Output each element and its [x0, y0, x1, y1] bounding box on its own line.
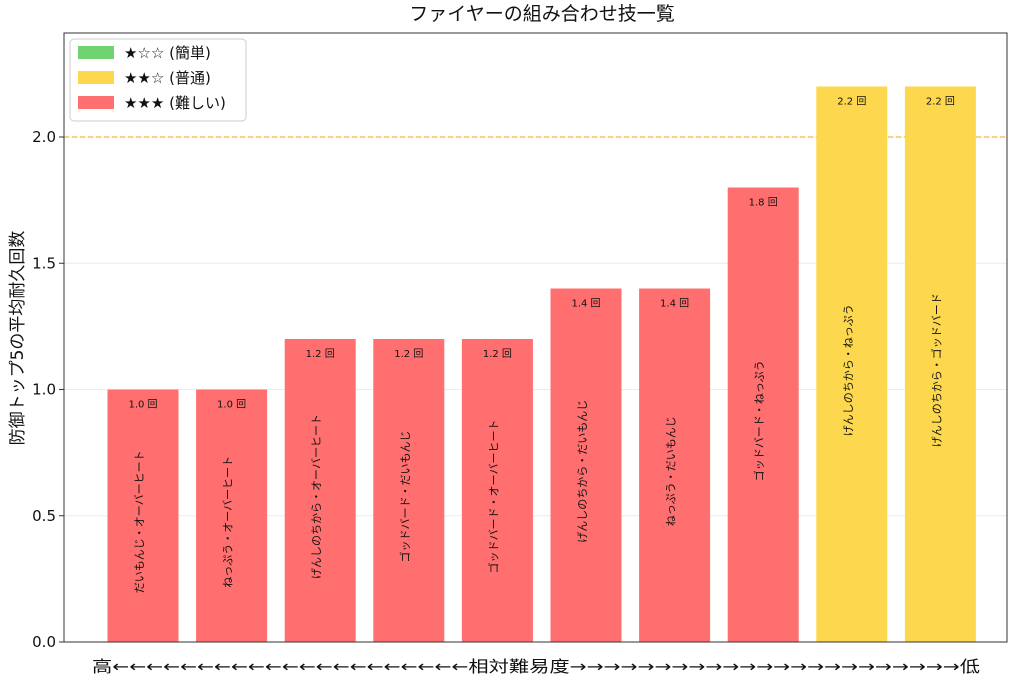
y-axis: 0.0 0.5 1.0 1.5 2.0: [32, 128, 64, 651]
y-tick-label: 1.5: [32, 254, 56, 272]
bar-value-label: 1.4 回: [660, 298, 689, 310]
bar-value-label: 1.0 回: [217, 399, 246, 411]
legend-swatch: [78, 96, 114, 109]
bar-category-label: だいもんじ・オーバーヒート: [133, 450, 146, 593]
bar-category-label: げんしのちから・オーバーヒート: [310, 414, 323, 579]
bar: [107, 389, 179, 642]
y-axis-label: 防御トップ5の平均耐久回数: [8, 231, 28, 446]
legend-swatch: [78, 71, 114, 84]
chart-title: ファイヤーの組み合わせ技一覧: [409, 3, 674, 25]
bar-category-label: ゴッドバード・オーバーヒート: [486, 420, 500, 574]
legend: ★☆☆ (簡単) ★★☆ (普通) ★★★ (難しい): [69, 38, 247, 122]
bar-category-label: げんしのちから・ゴッドバード: [929, 293, 943, 447]
bar: [904, 86, 976, 642]
bar-value-label: 1.4 回: [571, 298, 600, 310]
bar: [461, 339, 533, 642]
bar-category-label: げんしのちから・ねっぷう: [842, 304, 855, 436]
bar-category-label: ねっぷう・だいもんじ: [665, 416, 678, 526]
legend-label: ★★☆ (普通): [124, 69, 211, 87]
bar-value-label: 1.2 回: [483, 348, 512, 360]
bar-value-label: 1.0 回: [128, 399, 157, 411]
y-tick-label: 0.0: [32, 633, 56, 651]
legend-label: ★★★ (難しい): [124, 94, 226, 112]
y-tick-label: 1.0: [32, 381, 56, 399]
bar-value-label: 2.2 回: [837, 96, 866, 108]
bar: [196, 389, 268, 642]
bar-value-label: 1.2 回: [394, 348, 423, 360]
bar-value-label: 1.2 回: [306, 348, 335, 360]
bar: [550, 288, 622, 642]
bar-value-label: 1.8 回: [749, 197, 778, 209]
bar-category-label: げんしのちから・だいもんじ: [576, 400, 589, 543]
bar: [639, 288, 711, 642]
y-tick-label: 2.0: [32, 128, 56, 146]
bar-category-label: ねっぷう・オーバーヒート: [222, 456, 235, 588]
y-tick-label: 0.5: [32, 507, 56, 525]
legend-label: ★☆☆ (簡単): [124, 44, 211, 62]
bar: [727, 187, 799, 642]
bar: [373, 339, 445, 642]
bar-category-label: ゴッドバード・だいもんじ: [398, 431, 412, 563]
x-axis-label: 高←←←←←←←←←←←←←←←←←←←←←相対難易度→→→→→→→→→→→→→…: [92, 657, 980, 676]
legend-swatch: [78, 46, 114, 59]
bar-value-label: 2.2 回: [926, 96, 955, 108]
bar: [816, 86, 888, 642]
bar-category-label: ゴッドバード・ねっぷう: [752, 360, 766, 481]
bar: [284, 339, 356, 642]
plot-frame: [63, 32, 1008, 643]
